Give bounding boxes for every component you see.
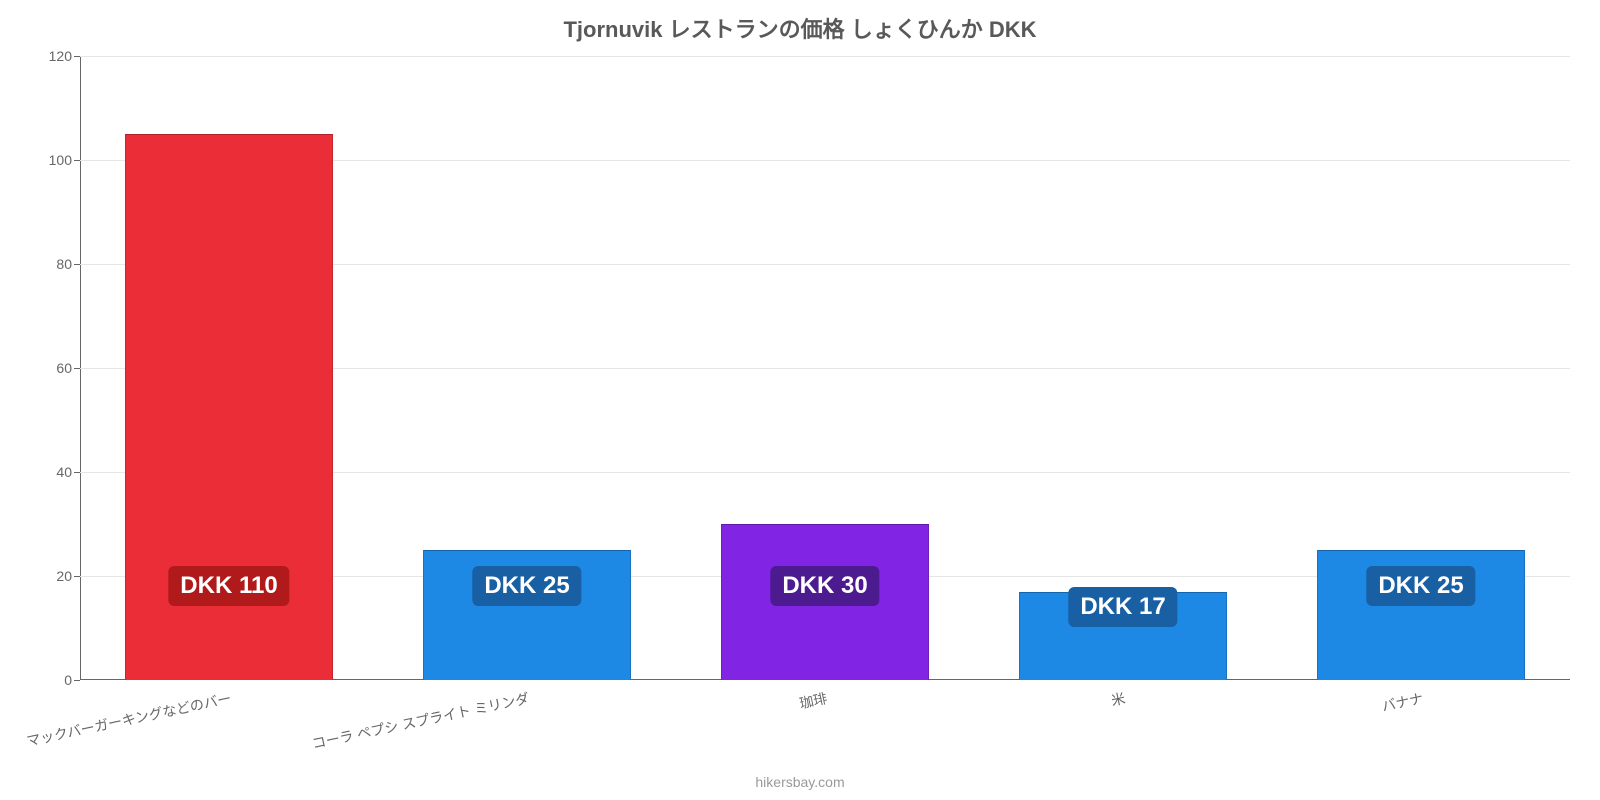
y-tick-label: 40 <box>32 464 72 480</box>
x-tick-label: 珈琲 <box>798 688 830 713</box>
y-tick-mark <box>74 368 80 369</box>
y-tick-label: 20 <box>32 568 72 584</box>
value-badge: DKK 17 <box>1068 587 1177 627</box>
y-tick-label: 0 <box>32 672 72 688</box>
y-tick-mark <box>74 160 80 161</box>
value-badge: DKK 30 <box>770 566 879 606</box>
price-chart: Tjornuvik レストランの価格 しょくひんか DKK 0204060801… <box>0 0 1600 800</box>
y-tick-mark <box>74 680 80 681</box>
y-tick-mark <box>74 472 80 473</box>
chart-title: Tjornuvik レストランの価格 しょくひんか DKK <box>0 12 1600 44</box>
gridline <box>80 56 1570 57</box>
value-badge: DKK 110 <box>168 566 289 606</box>
value-badge: DKK 25 <box>1366 566 1475 606</box>
y-tick-label: 100 <box>32 152 72 168</box>
x-tick-label: コーラ ペプシ スプライト ミリンダ <box>310 688 531 754</box>
attribution-text: hikersbay.com <box>0 774 1600 790</box>
y-tick-mark <box>74 56 80 57</box>
plot-area: 020406080100120DKK 110マックバーガーキングなどのバーDKK… <box>80 56 1570 680</box>
y-tick-label: 80 <box>32 256 72 272</box>
x-tick-label: マックバーガーキングなどのバー <box>25 688 233 751</box>
y-tick-mark <box>74 264 80 265</box>
y-tick-mark <box>74 576 80 577</box>
x-tick-label: 米 <box>1109 688 1127 710</box>
value-badge: DKK 25 <box>472 566 581 606</box>
y-tick-label: 120 <box>32 48 72 64</box>
y-tick-label: 60 <box>32 360 72 376</box>
x-tick-label: バナナ <box>1380 688 1425 716</box>
